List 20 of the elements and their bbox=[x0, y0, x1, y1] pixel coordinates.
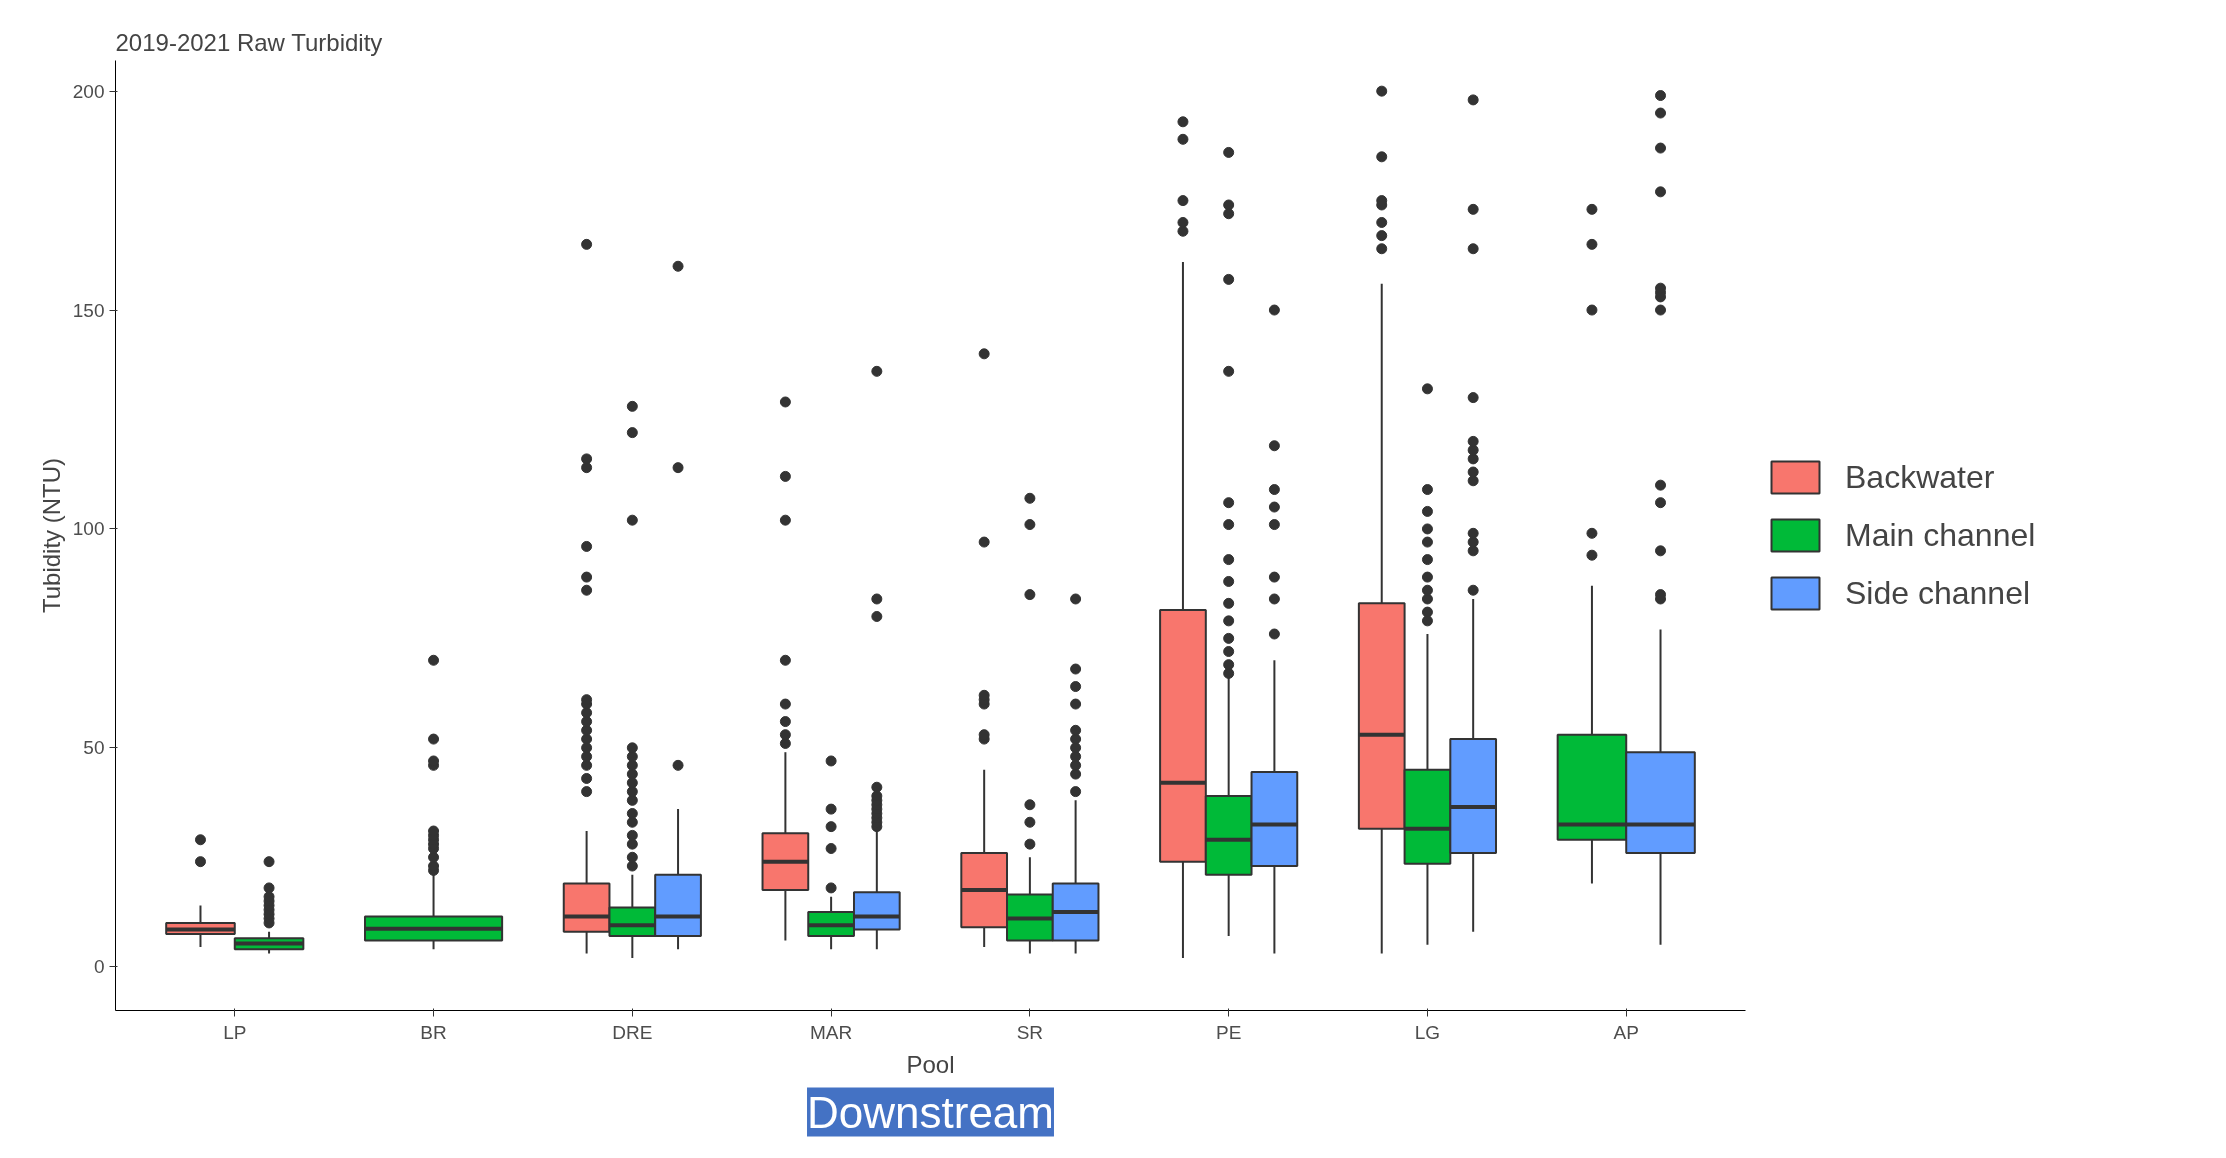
y-axis-title: Tubidity (NTU) bbox=[37, 457, 65, 614]
y-tick-label: 100 bbox=[72, 518, 105, 540]
x-tick-label: DRE bbox=[612, 1021, 653, 1043]
y-tick-label: 200 bbox=[72, 80, 105, 102]
x-tick-label: BR bbox=[420, 1021, 447, 1043]
x-tick-label: LG bbox=[1414, 1021, 1441, 1043]
x-tick-label: PE bbox=[1216, 1021, 1242, 1043]
y-tick-label: 50 bbox=[83, 737, 105, 759]
y-tick-label: 0 bbox=[93, 956, 105, 978]
x-tick-label: AP bbox=[1613, 1021, 1639, 1043]
x-tick-label: MAR bbox=[810, 1021, 853, 1043]
y-tick-label: 150 bbox=[72, 299, 105, 321]
x-tick-label: SR bbox=[1016, 1021, 1044, 1043]
chart-title: 2019-2021 Raw Turbidity bbox=[115, 28, 383, 56]
legend-label: Side channel bbox=[1845, 574, 2031, 612]
x-tick-label: LP bbox=[223, 1021, 247, 1043]
legend-label: Main channel bbox=[1845, 516, 2036, 554]
text: Downstream bbox=[807, 1087, 1054, 1137]
x-axis-title: Pool bbox=[906, 1050, 955, 1078]
legend-label: Backwater bbox=[1845, 458, 1995, 496]
